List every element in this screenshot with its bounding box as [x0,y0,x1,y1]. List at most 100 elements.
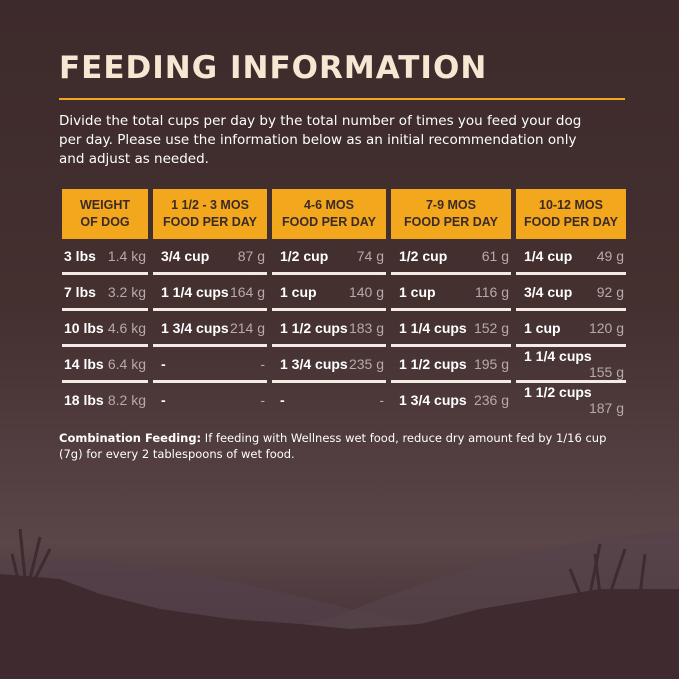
table-cell: -- [153,383,267,416]
cups-value: 1 1/2 cups [524,383,592,400]
cups-value: 1 3/4 cups [399,391,467,408]
cups-value: 1/4 cup [524,247,573,264]
table-cell: 1/2 cup 74 g [272,239,386,275]
header-line: 7-9 MOS [425,198,476,212]
title-divider [59,98,625,100]
table-cell: 1 1/2 cups 183 g [272,311,386,347]
table-cell: 1 cup 120 g [516,311,626,347]
cups-value: 3/4 cup [524,283,573,300]
weight-kg: 1.4 kg [107,247,146,264]
table-cell: 3 lbs 1.4 kg [62,239,148,275]
weight-kg: 8.2 kg [107,391,146,408]
table-cell: 14 lbs 6.4 kg [62,347,148,383]
table-cell: 3/4 cup 92 g [516,275,626,311]
table-cell: 1 1/4 cups 164 g [153,275,267,311]
table-cell: -- [272,383,386,416]
intro-text: Divide the total cups per day by the tot… [59,113,582,167]
cups-value: 1 1/4 cups [524,347,592,364]
header-line: WEIGHT [80,198,130,212]
table-cell: 1/4 cup 49 g [516,239,626,275]
grams-value: 61 g [481,247,509,264]
table-cell: 1 3/4 cups 236 g [391,383,511,416]
feeding-table: WEIGHT OF DOG 1 1/2 - 3 MOS FOOD PER DAY 4-6… [57,189,631,416]
weight-lbs: 18 lbs [64,391,104,408]
table-cell: 1 3/4 cups 235 g [272,347,386,383]
grams-value: 155 g [588,363,624,380]
grams-value: 49 g [596,247,624,264]
grams-value: 164 g [229,283,265,300]
table-cell: 1 1/4 cups 155 g [516,347,626,383]
header-line: 1 1/2 - 3 MOS [171,198,249,212]
weight-lbs: 10 lbs [64,319,104,336]
cups-value: 3/4 cup [161,247,210,264]
header-line: FOOD PER DAY [523,215,618,229]
grams-value: - [260,355,265,372]
cups-value: 1 1/2 cups [399,355,467,372]
table-cell: 7 lbs 3.2 kg [62,275,148,311]
table-cell: 10 lbs 4.6 kg [62,311,148,347]
cups-value: - [161,355,166,372]
cups-value: 1 1/4 cups [161,283,229,300]
grams-value: 74 g [356,247,384,264]
column-header: 10-12 MOS FOOD PER DAY [516,189,626,239]
table-cell: 1 3/4 cups 214 g [153,311,267,347]
cups-value: 1 1/4 cups [399,319,467,336]
header-line: FOOD PER DAY [281,215,376,229]
combo-text: If feeding with Wellness wet food, reduc… [59,431,607,461]
grams-value: - [379,391,384,408]
header-line: FOOD PER DAY [403,215,498,229]
grams-value: 195 g [473,355,509,372]
table-cell: 1 1/2 cups 187 g [516,383,626,416]
header-line: OF DOG [80,215,130,229]
cups-value: 1 cup [399,283,436,300]
grams-value: 92 g [596,283,624,300]
header-line: 10-12 MOS [539,198,603,212]
table-cell: 1 1/2 cups 195 g [391,347,511,383]
grams-value: 116 g [475,283,509,300]
cups-value: 1 cup [280,283,317,300]
header-line: FOOD PER DAY [162,215,257,229]
weight-kg: 3.2 kg [107,283,146,300]
cups-value: - [161,391,166,408]
cups-value: 1/2 cup [399,247,448,264]
cups-value: 1/2 cup [280,247,329,264]
table-cell: 1 cup 140 g [272,275,386,311]
grams-value: 235 g [348,355,384,372]
cups-value: 1 3/4 cups [161,319,229,336]
column-header: 7-9 MOS FOOD PER DAY [391,189,511,239]
combination-feeding-note: Combination Feeding: If feeding with Wel… [59,430,619,462]
hills-grass-illustration [0,528,679,679]
weight-lbs: 14 lbs [64,355,104,372]
cups-value: 1 cup [524,319,561,336]
column-header: 4-6 MOS FOOD PER DAY [272,189,386,239]
weight-lbs: 3 lbs [64,247,96,264]
grams-value: 214 g [229,319,265,336]
weight-kg: 6.4 kg [107,355,146,372]
grams-value: - [260,391,265,408]
column-header: 1 1/2 - 3 MOS FOOD PER DAY [153,189,267,239]
table-cell: 1 1/4 cups 152 g [391,311,511,347]
grams-value: 140 g [348,283,384,300]
column-header: WEIGHT OF DOG [62,189,148,239]
page-title: FEEDING INFORMATION [59,50,488,86]
weight-kg: 4.6 kg [107,319,146,336]
grams-value: 183 g [348,319,384,336]
grams-value: 120 g [588,319,624,336]
combo-label: Combination Feeding: [59,431,202,445]
cups-value: 1 3/4 cups [280,355,348,372]
grams-value: 152 g [473,319,509,336]
weight-lbs: 7 lbs [64,283,96,300]
table-row: 3 lbs 1.4 kg 3/4 cup 87 g 1/2 cup 74 g 1/2 cup… [62,239,626,275]
cups-value: - [280,391,285,408]
table-cell: 1/2 cup 61 g [391,239,511,275]
grams-value: 236 g [473,391,509,408]
cups-value: 1 1/2 cups [280,319,348,336]
table-cell: 1 cup 116 g [391,275,511,311]
grams-value: 187 g [588,399,624,416]
table-cell: 18 lbs 8.2 kg [62,383,148,416]
